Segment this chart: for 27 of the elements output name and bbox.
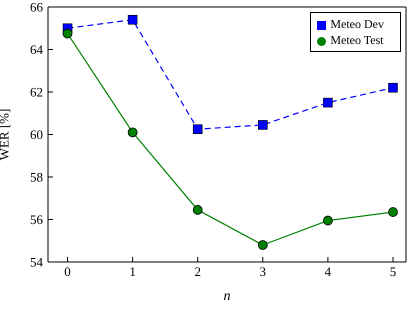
y-tick-label: 62 [30, 84, 43, 100]
point [128, 14, 138, 25]
point [258, 120, 268, 130]
y-tick-label: 60 [30, 127, 43, 142]
x-tick-label: 5 [390, 264, 396, 280]
y-tick-label: 66 [30, 0, 44, 15]
x-axis-title: n [224, 289, 230, 304]
x-tick-label: 4 [324, 264, 332, 280]
point [128, 127, 138, 138]
point [258, 240, 268, 250]
point [62, 28, 72, 38]
x-tick-label: 0 [64, 264, 71, 280]
x-tick-label: 3 [260, 264, 266, 280]
point [192, 205, 203, 215]
y-tick-label: 58 [30, 170, 43, 185]
x-tick-label: 1 [129, 264, 136, 280]
point [388, 82, 398, 93]
point [192, 124, 203, 134]
point [323, 98, 333, 108]
point [322, 216, 333, 226]
x-tick-label: 2 [194, 264, 201, 280]
legend-label: Meteo Test [330, 33, 384, 47]
y-tick-label: 54 [30, 254, 44, 270]
y-tick-label: 64 [30, 42, 44, 58]
y-tick-label: 56 [30, 212, 44, 228]
point [388, 207, 398, 217]
legend-label: Meteo Dev [330, 17, 384, 31]
